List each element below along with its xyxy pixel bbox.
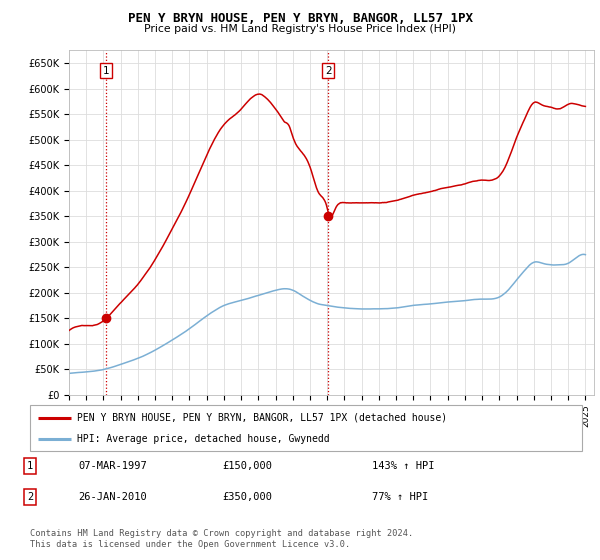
Text: 2: 2 (27, 492, 33, 502)
Text: 1: 1 (27, 461, 33, 471)
Text: 2: 2 (325, 66, 332, 76)
FancyBboxPatch shape (30, 405, 582, 451)
Text: Contains HM Land Registry data © Crown copyright and database right 2024.
This d: Contains HM Land Registry data © Crown c… (30, 529, 413, 549)
Text: 1: 1 (103, 66, 110, 76)
Text: PEN Y BRYN HOUSE, PEN Y BRYN, BANGOR, LL57 1PX: PEN Y BRYN HOUSE, PEN Y BRYN, BANGOR, LL… (128, 12, 473, 25)
Text: £150,000: £150,000 (222, 461, 272, 471)
Text: 07-MAR-1997: 07-MAR-1997 (78, 461, 147, 471)
Text: 143% ↑ HPI: 143% ↑ HPI (372, 461, 434, 471)
Text: 26-JAN-2010: 26-JAN-2010 (78, 492, 147, 502)
Text: Price paid vs. HM Land Registry's House Price Index (HPI): Price paid vs. HM Land Registry's House … (144, 24, 456, 34)
Text: £350,000: £350,000 (222, 492, 272, 502)
Text: HPI: Average price, detached house, Gwynedd: HPI: Average price, detached house, Gwyn… (77, 435, 329, 444)
Text: PEN Y BRYN HOUSE, PEN Y BRYN, BANGOR, LL57 1PX (detached house): PEN Y BRYN HOUSE, PEN Y BRYN, BANGOR, LL… (77, 413, 447, 423)
Text: 77% ↑ HPI: 77% ↑ HPI (372, 492, 428, 502)
